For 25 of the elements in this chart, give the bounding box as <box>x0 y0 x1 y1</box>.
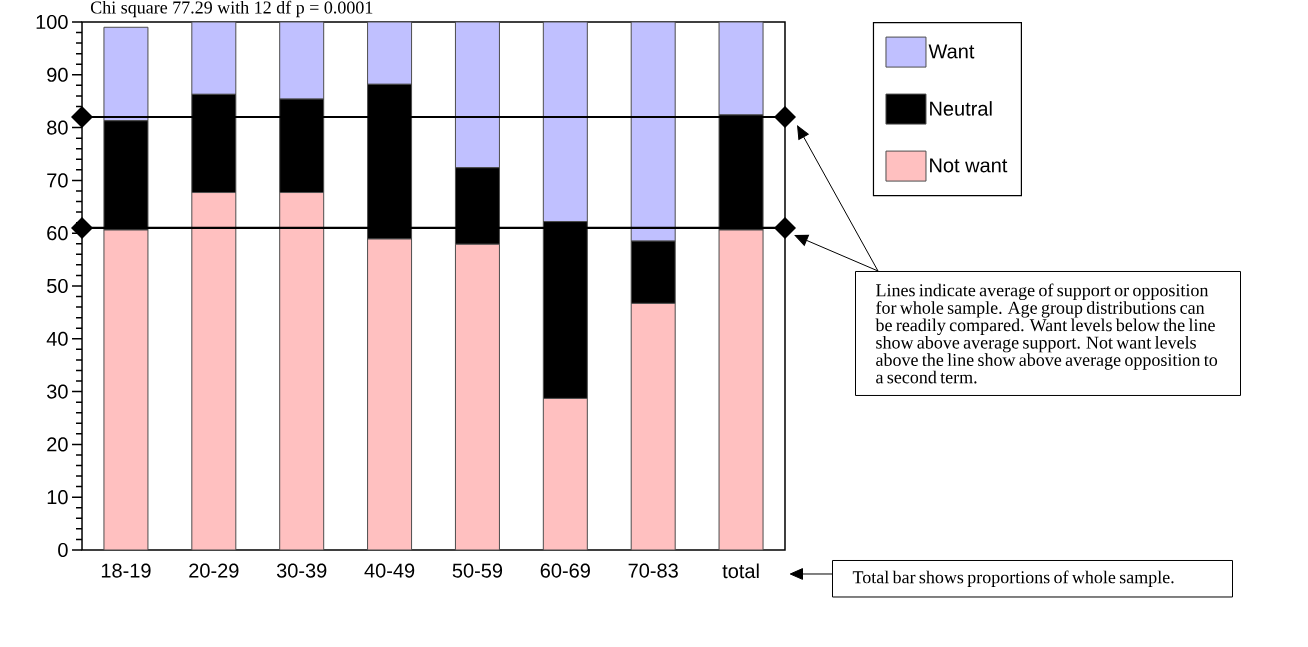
text: Total bar shows proportions of whole sample. <box>852 570 1174 587</box>
text: Chi square 77.29 with 12 df p = 0.0001 <box>90 0 373 18</box>
y-tick-label: 80 <box>47 120 68 135</box>
x-tick-label: 70-83 <box>628 563 678 578</box>
y-tick-label: 100 <box>36 14 68 30</box>
y-tick-label: 90 <box>47 67 68 82</box>
x-tick-label: 60-69 <box>540 563 590 578</box>
y-tick-label: 60 <box>47 226 68 241</box>
x-tick-label: 20-29 <box>189 563 239 578</box>
legend-label: Neutral <box>930 101 992 116</box>
y-tick-label: 70 <box>47 173 68 188</box>
legend-label: Not want <box>930 158 1008 173</box>
y-tick-label: 30 <box>47 384 68 399</box>
x-tick-label: total <box>722 563 759 579</box>
x-tick-label: 18-19 <box>101 563 151 578</box>
x-tick-label: 30-39 <box>276 563 327 578</box>
x-tick-label: 40-49 <box>364 563 415 578</box>
y-tick-label: 40 <box>46 331 68 346</box>
legend-label: Want <box>928 44 975 59</box>
text: Lines indicate average of support or opposition for whole sample. Age group distributions can be readily compared. Want levels below the line show above average support. Not want levels above the line show above average opposition to a second term. <box>875 283 1218 384</box>
y-tick-label: 10 <box>47 490 68 505</box>
y-tick-label: 50 <box>47 278 68 294</box>
y-tick-label: 0 <box>58 542 68 558</box>
y-tick-label: 20 <box>47 437 68 452</box>
x-tick-label: 50-59 <box>452 563 503 578</box>
